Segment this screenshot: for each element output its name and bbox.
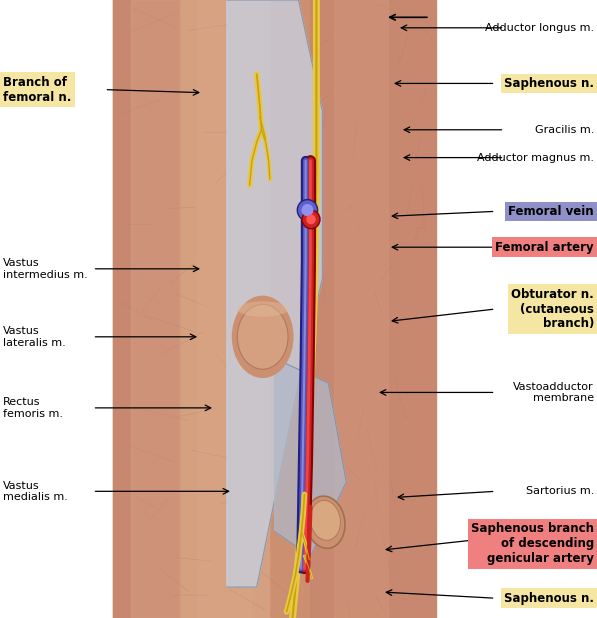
Text: Femoral vein: Femoral vein <box>509 205 594 218</box>
Text: Sartorius m.: Sartorius m. <box>525 486 594 496</box>
Text: Vastoadductor
membrane: Vastoadductor membrane <box>513 382 594 403</box>
Text: Adductor magnus m.: Adductor magnus m. <box>477 153 594 163</box>
Text: Branch of
femoral n.: Branch of femoral n. <box>3 75 72 104</box>
Bar <box>113 0 436 618</box>
Text: Vastus
intermedius m.: Vastus intermedius m. <box>3 258 88 279</box>
Ellipse shape <box>233 297 293 377</box>
Polygon shape <box>275 358 346 556</box>
Text: Saphenous n.: Saphenous n. <box>504 591 594 605</box>
Circle shape <box>306 214 316 224</box>
Ellipse shape <box>238 304 288 369</box>
Ellipse shape <box>310 501 340 540</box>
Text: Rectus
femoris m.: Rectus femoris m. <box>3 397 63 418</box>
Text: Vastus
lateralis m.: Vastus lateralis m. <box>3 326 66 347</box>
Ellipse shape <box>238 301 288 316</box>
Ellipse shape <box>306 496 345 548</box>
Text: Saphenous n.: Saphenous n. <box>504 77 594 90</box>
Circle shape <box>297 200 318 221</box>
Circle shape <box>301 204 313 216</box>
Text: Femoral artery: Femoral artery <box>496 240 594 254</box>
Text: Gracilis m.: Gracilis m. <box>535 125 594 135</box>
Text: Adductor longus m.: Adductor longus m. <box>485 23 594 33</box>
Polygon shape <box>227 0 322 587</box>
Text: Saphenous branch
of descending
genicular artery: Saphenous branch of descending genicular… <box>471 522 594 565</box>
Text: Vastus
medialis m.: Vastus medialis m. <box>3 481 68 502</box>
Text: Obturator n.
(cutaneous
branch): Obturator n. (cutaneous branch) <box>511 287 594 331</box>
Circle shape <box>302 210 320 229</box>
